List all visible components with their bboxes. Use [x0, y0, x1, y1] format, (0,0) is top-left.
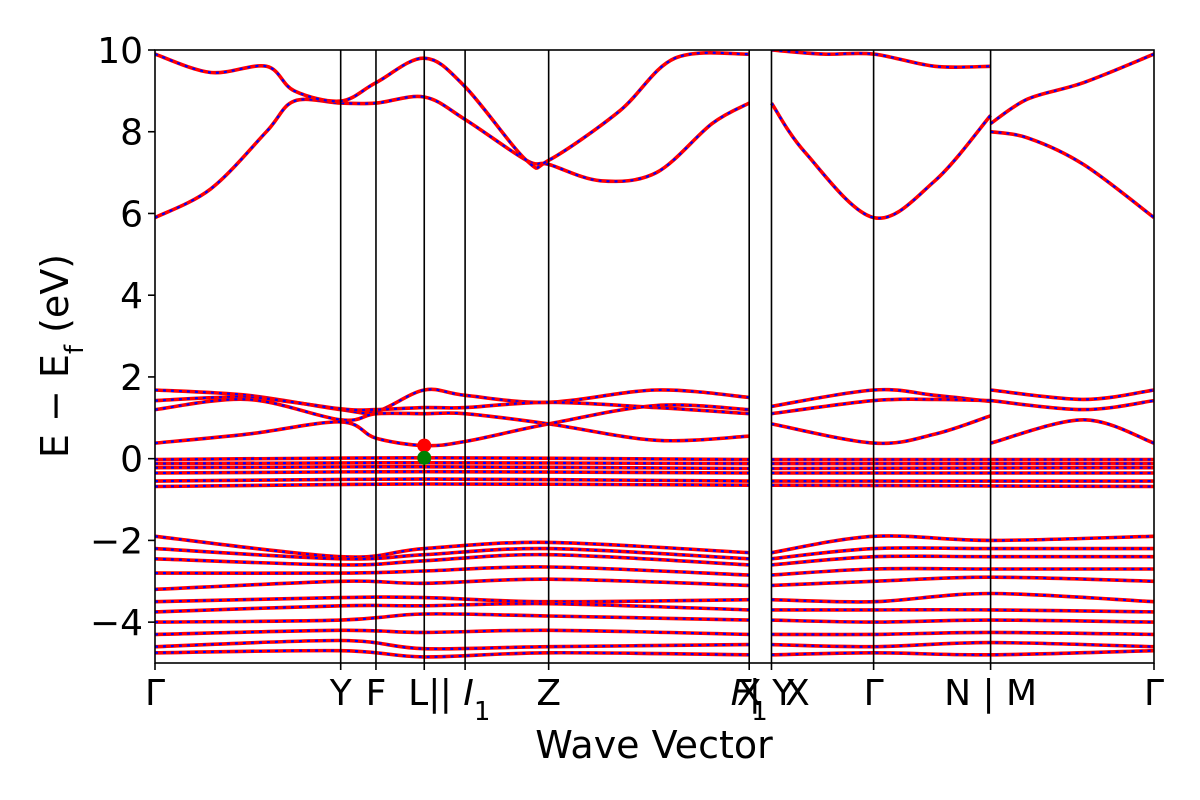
- x-tick-label: Z: [536, 673, 561, 714]
- x-tick-label-main: L|: [408, 673, 440, 714]
- y-axis-label-sub: f: [60, 344, 90, 354]
- vbm-marker: [417, 450, 432, 465]
- band-line: [771, 607, 1154, 614]
- band-line-overlay: [771, 50, 991, 69]
- x-tick-label-main: Γ: [864, 673, 884, 714]
- x-tick-label: F1: [731, 673, 768, 727]
- band-line-overlay: [990, 130, 1154, 219]
- band-edge-markers: [417, 438, 432, 465]
- band-line-overlay: [771, 534, 1154, 554]
- x-tick-label-prefix: |: [440, 673, 464, 714]
- x-tick-label: X: [737, 673, 762, 714]
- cbm-marker: [417, 438, 432, 453]
- y-tick-label: 0: [120, 440, 143, 481]
- y-axis-label: E − Ef (eV): [33, 254, 90, 458]
- x-tick-label-sub: 1: [474, 697, 491, 727]
- band-line: [771, 630, 1154, 637]
- band-line-overlay: [155, 629, 750, 636]
- x-tick-label: Γ: [1144, 673, 1164, 714]
- x-tick-label: Y: [329, 673, 353, 714]
- x-tick-label: X: [785, 673, 810, 714]
- band-line-overlay: [770, 102, 992, 220]
- band-line: [771, 575, 1154, 588]
- band-line-overlay: [155, 612, 750, 624]
- band-line: [990, 417, 1154, 445]
- x-tick-label: F: [366, 673, 387, 714]
- band-line-overlay: [155, 461, 750, 465]
- x-tick-label: Γ: [864, 673, 884, 714]
- x-tick-label: Γ: [145, 673, 165, 714]
- x-tick-label-main: X: [737, 673, 762, 714]
- y-tick-label: −4: [90, 603, 143, 644]
- y-axis-label-main: E − E: [33, 354, 77, 458]
- band-line: [990, 398, 1154, 412]
- x-tick-label-main: F: [366, 673, 387, 714]
- band-line: [771, 465, 1154, 471]
- band-line-overlay: [155, 547, 750, 561]
- band-line-overlay: [155, 535, 750, 559]
- x-tick-label-main: X: [785, 673, 810, 714]
- y-tick-label: 10: [97, 31, 143, 72]
- band-line: [990, 388, 1154, 402]
- y-tick-label: 6: [120, 194, 143, 235]
- band-line: [771, 618, 1154, 624]
- y-axis-ticks: 10 8 6 4 2 0 −2 −4: [90, 31, 155, 644]
- x-tick-label-sub: 1: [751, 697, 768, 727]
- x-tick-label-main: N | M: [944, 673, 1037, 714]
- band-line-overlay: [155, 95, 750, 219]
- x-tick-label-main: Γ: [145, 673, 165, 714]
- x-tick-label-main: Y: [329, 673, 353, 714]
- x-tick-label-main: F: [731, 673, 753, 714]
- x-tick-label-main: Γ: [1144, 673, 1164, 714]
- y-tick-label: 2: [120, 358, 143, 399]
- x-tick-label: N | M: [944, 673, 1037, 714]
- band-line: [771, 566, 1154, 577]
- band-line-overlay: [155, 649, 750, 659]
- band-line: [155, 94, 751, 220]
- band-line: [771, 591, 1154, 604]
- band-line-overlay: [155, 595, 750, 603]
- x-tick-label-main: | Y: [749, 673, 796, 714]
- x-tick-label: | I1: [440, 673, 491, 727]
- band-line-overlay: [155, 639, 750, 651]
- band-line-overlay: [771, 546, 1154, 560]
- plot-frame: [154, 49, 1155, 664]
- x-tick-label-main: I: [463, 673, 474, 714]
- y-tick-label: −2: [90, 521, 143, 562]
- band-line-overlay: [990, 418, 1154, 445]
- x-tick-label-main: Z: [536, 673, 561, 714]
- y-tick-label: 4: [120, 276, 143, 317]
- band-line: [771, 648, 1154, 657]
- band-line: [771, 554, 1154, 567]
- band-line-overlay: [155, 565, 750, 577]
- band-line: [771, 414, 992, 446]
- x-axis-label: Wave Vector: [535, 723, 773, 767]
- band-line: [771, 640, 1154, 649]
- x-tick-label: L|: [408, 673, 440, 714]
- band-line-overlay: [155, 398, 750, 442]
- band-line: [989, 52, 1154, 126]
- band-line: [769, 102, 992, 220]
- band-line-overlay: [155, 553, 750, 567]
- band-line: [771, 397, 991, 416]
- band-line-overlay: [155, 578, 750, 591]
- band-line-overlay: [155, 51, 750, 170]
- y-tick-label: 8: [120, 113, 143, 154]
- band-line-overlay: [155, 470, 750, 475]
- band-line-overlay: [155, 602, 750, 613]
- x-tick-label: | Y: [749, 673, 796, 714]
- band-lines: [155, 50, 1154, 659]
- band-line: [771, 483, 1154, 489]
- band-line-overlay: [989, 53, 1154, 125]
- band-line-overlay: [155, 403, 750, 447]
- y-axis-label-unit: (eV): [33, 254, 77, 345]
- band-line: [990, 129, 1154, 220]
- high-symmetry-lines: [339, 50, 992, 663]
